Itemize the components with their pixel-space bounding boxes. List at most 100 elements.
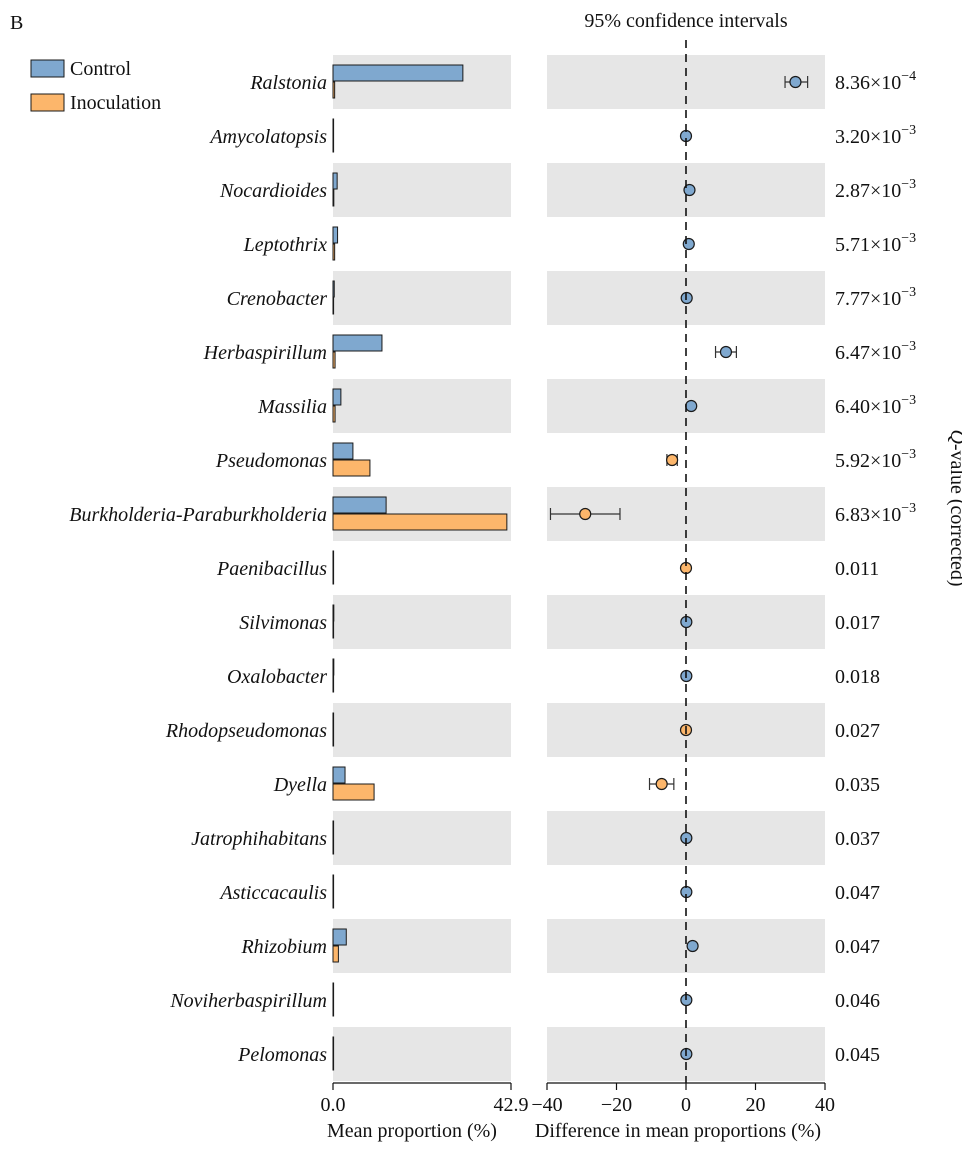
stripe-left	[333, 271, 511, 325]
legend-swatch-inoculation	[30, 93, 65, 112]
bar-control	[332, 442, 354, 460]
q-value: 0.027	[835, 720, 880, 742]
legend-label: Control	[70, 58, 132, 80]
q-value: 7.77×10−3	[835, 285, 916, 310]
ci-point-inoculation	[579, 507, 592, 521]
q-value: 3.20×10−3	[835, 123, 916, 148]
stripe-left	[333, 595, 511, 649]
axes: 0.0 42.9 −40 −20 0 20 40	[321, 40, 835, 1116]
ci-point-control	[686, 939, 699, 953]
bar-inoculation	[332, 189, 335, 207]
bar-inoculation	[332, 837, 335, 855]
right-tick-label: 40	[815, 1094, 835, 1116]
genus-label: Massilia	[257, 396, 327, 418]
ci-point-control	[685, 399, 698, 413]
bar-control	[332, 550, 335, 568]
ci-point-inoculation	[665, 453, 679, 467]
left-x-axis-title: Mean proportion (%)	[327, 1120, 497, 1142]
q-values: 8.36×10−4 3.20×10−3 2.87×10−3 5.71×10−3 7.77…	[835, 69, 916, 1066]
q-value: 0.011	[835, 558, 879, 580]
left-tick-label: 0.0	[321, 1094, 346, 1116]
bar-control	[332, 928, 347, 946]
stripe-left	[333, 919, 511, 973]
q-value: 6.47×10−3	[835, 339, 916, 364]
q-axis-italic-part: Q	[946, 429, 962, 444]
bar-control	[332, 226, 339, 244]
bar-inoculation	[332, 999, 335, 1017]
q-value: 5.71×10−3	[835, 231, 916, 256]
bar-control	[332, 604, 335, 622]
bar-inoculation	[332, 351, 336, 369]
genus-label: Leptothrix	[243, 234, 327, 256]
q-value: 0.045	[835, 1044, 880, 1066]
right-tick-label: 20	[746, 1094, 766, 1116]
stripe-left	[333, 163, 511, 217]
stripe-left	[333, 379, 511, 433]
bar-inoculation	[332, 675, 335, 693]
bar-control	[332, 496, 387, 514]
genus-label: Rhodopseudomonas	[165, 720, 327, 742]
genus-label: Jatrophihabitans	[191, 828, 327, 850]
ci-point-control	[719, 345, 733, 359]
genus-label: Dyella	[273, 774, 327, 796]
genus-label: Ralstonia	[249, 72, 327, 94]
stripe-left	[333, 811, 511, 865]
ci-point-control	[682, 237, 695, 251]
ci-title: 95% confidence intervals	[584, 10, 787, 32]
genus-label: Noviherbaspirillum	[169, 990, 327, 1012]
bar-control	[332, 280, 335, 298]
q-value: 0.035	[835, 774, 880, 796]
genus-label: Asticcacaulis	[218, 882, 327, 904]
bar-inoculation	[332, 1053, 335, 1071]
q-value: 6.83×10−3	[835, 501, 916, 526]
right-tick-label: 0	[681, 1094, 691, 1116]
genus-label: Crenobacter	[227, 288, 328, 310]
bar-inoculation	[332, 459, 371, 477]
panel-label: B	[10, 12, 23, 34]
bar-control	[332, 982, 335, 1000]
bar-inoculation	[332, 891, 335, 909]
bar-inoculation	[332, 135, 335, 153]
right-tick-label: −20	[601, 1094, 632, 1116]
stripes-left	[333, 55, 511, 1081]
bar-inoculation	[332, 513, 508, 531]
bar-inoculation	[332, 243, 336, 261]
bar-control	[332, 334, 383, 352]
right-x-axis-title: Difference in mean proportions (%)	[535, 1120, 821, 1142]
ci-point-control	[789, 75, 802, 89]
legend: Control Inoculation	[30, 58, 161, 114]
q-value: 6.40×10−3	[835, 393, 916, 418]
bar-control	[332, 64, 464, 82]
genus-label: Amycolatopsis	[208, 126, 327, 148]
q-axis-rest-part: -value (corrected)	[946, 444, 962, 587]
q-value: 5.92×10−3	[835, 447, 916, 472]
q-value-axis-title: Q-value (corrected)	[946, 429, 962, 586]
bar-inoculation	[332, 405, 336, 423]
genus-label: Herbaspirillum	[203, 342, 327, 364]
genus-labels: Ralstonia Amycolatopsis Nocardioides Leptot…	[69, 72, 327, 1066]
bar-inoculation	[332, 945, 339, 963]
stripe-left	[333, 703, 511, 757]
stripe-left	[333, 55, 511, 109]
bar-inoculation	[332, 783, 375, 801]
genus-label: Paenibacillus	[216, 558, 327, 580]
bar-control	[332, 874, 335, 892]
bar-control	[332, 388, 342, 406]
q-value: 0.018	[835, 666, 880, 688]
q-value: 0.017	[835, 612, 880, 634]
bar-control	[332, 712, 335, 730]
bar-inoculation	[332, 81, 336, 99]
genus-label: Pelomonas	[237, 1044, 327, 1066]
q-value: 8.36×10−4	[835, 69, 916, 94]
bar-inoculation	[332, 297, 335, 315]
bar-inoculation	[332, 729, 335, 747]
q-value: 0.037	[835, 828, 880, 850]
bar-control	[332, 1036, 335, 1054]
bar-inoculation	[332, 567, 335, 585]
genus-label: Silvimonas	[239, 612, 327, 634]
ci-point-inoculation	[655, 777, 668, 791]
q-value: 0.047	[835, 882, 880, 904]
genus-label: Burkholderia-Paraburkholderia	[69, 504, 327, 526]
legend-label: Inoculation	[70, 92, 161, 114]
